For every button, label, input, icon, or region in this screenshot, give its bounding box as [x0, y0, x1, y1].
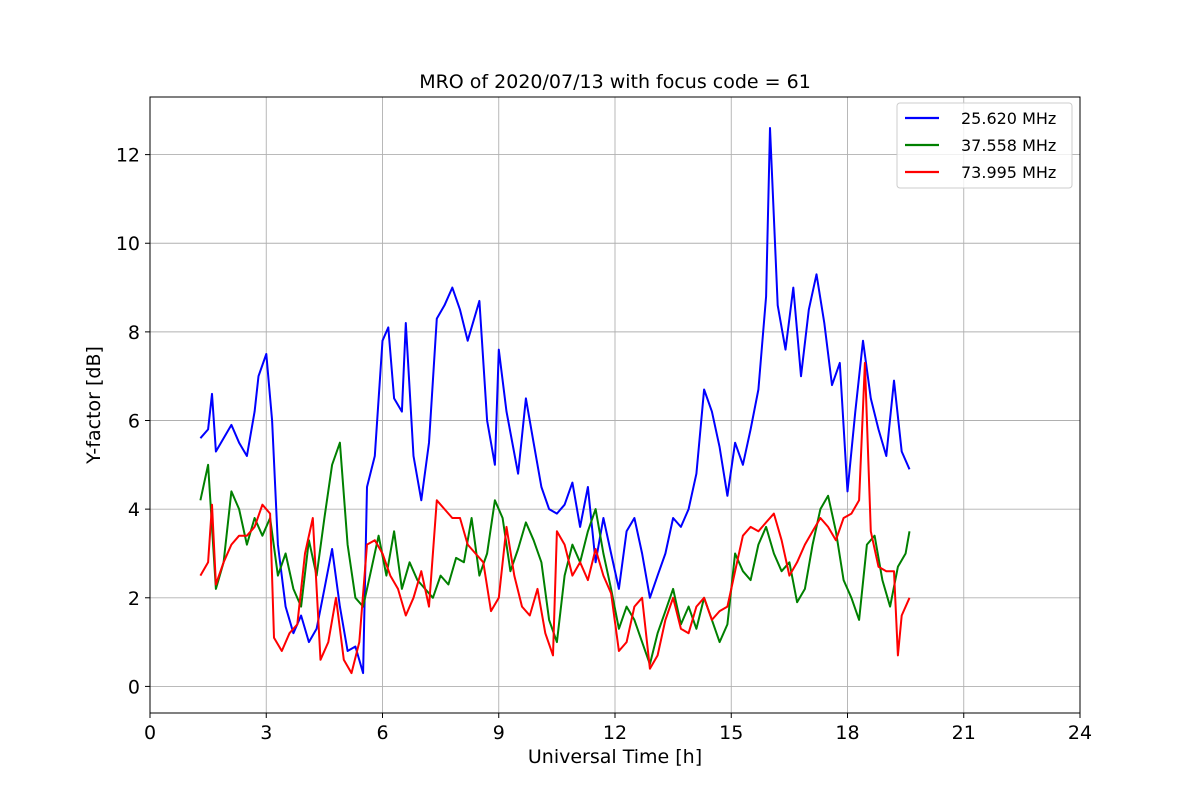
y-tick-label: 6	[128, 411, 140, 433]
x-tick-label: 24	[1068, 722, 1092, 744]
legend-label-series-1: 25.620 MHz	[961, 109, 1056, 128]
x-tick-label: 12	[603, 722, 627, 744]
x-tick-label: 9	[493, 722, 505, 744]
x-tick-label: 0	[144, 722, 156, 744]
series-line-2	[199, 441, 911, 666]
x-axis-label: Universal Time [h]	[528, 746, 702, 768]
y-tick-label: 4	[128, 499, 140, 521]
legend-label-series-2: 37.558 MHz	[961, 136, 1056, 155]
legend: 25.620 MHz 37.558 MHz 73.995 MHz	[896, 102, 1073, 189]
series-line-3	[199, 361, 911, 675]
x-tick-label: 21	[952, 722, 976, 744]
legend-item-series-3: 73.995 MHz	[905, 163, 1056, 182]
chart-title: MRO of 2020/07/13 with focus code = 61	[419, 71, 811, 93]
y-axis-label: Y-factor [dB]	[83, 346, 105, 465]
legend-item-series-2: 37.558 MHz	[905, 136, 1056, 155]
legend-box	[896, 102, 1073, 189]
y-tick-label: 10	[116, 233, 140, 255]
x-tick-label: 3	[260, 722, 272, 744]
series-line-1	[199, 127, 911, 675]
y-tick-label: 12	[116, 145, 140, 167]
legend-item-series-1: 25.620 MHz	[905, 109, 1056, 128]
legend-label-series-3: 73.995 MHz	[961, 163, 1056, 182]
y-tick-label: 2	[128, 588, 140, 610]
x-tick-label: 6	[376, 722, 388, 744]
y-tick-label: 0	[128, 676, 140, 698]
y-tick-label: 8	[128, 322, 140, 344]
x-tick-label: 18	[835, 722, 859, 744]
x-tick-label: 15	[719, 722, 743, 744]
